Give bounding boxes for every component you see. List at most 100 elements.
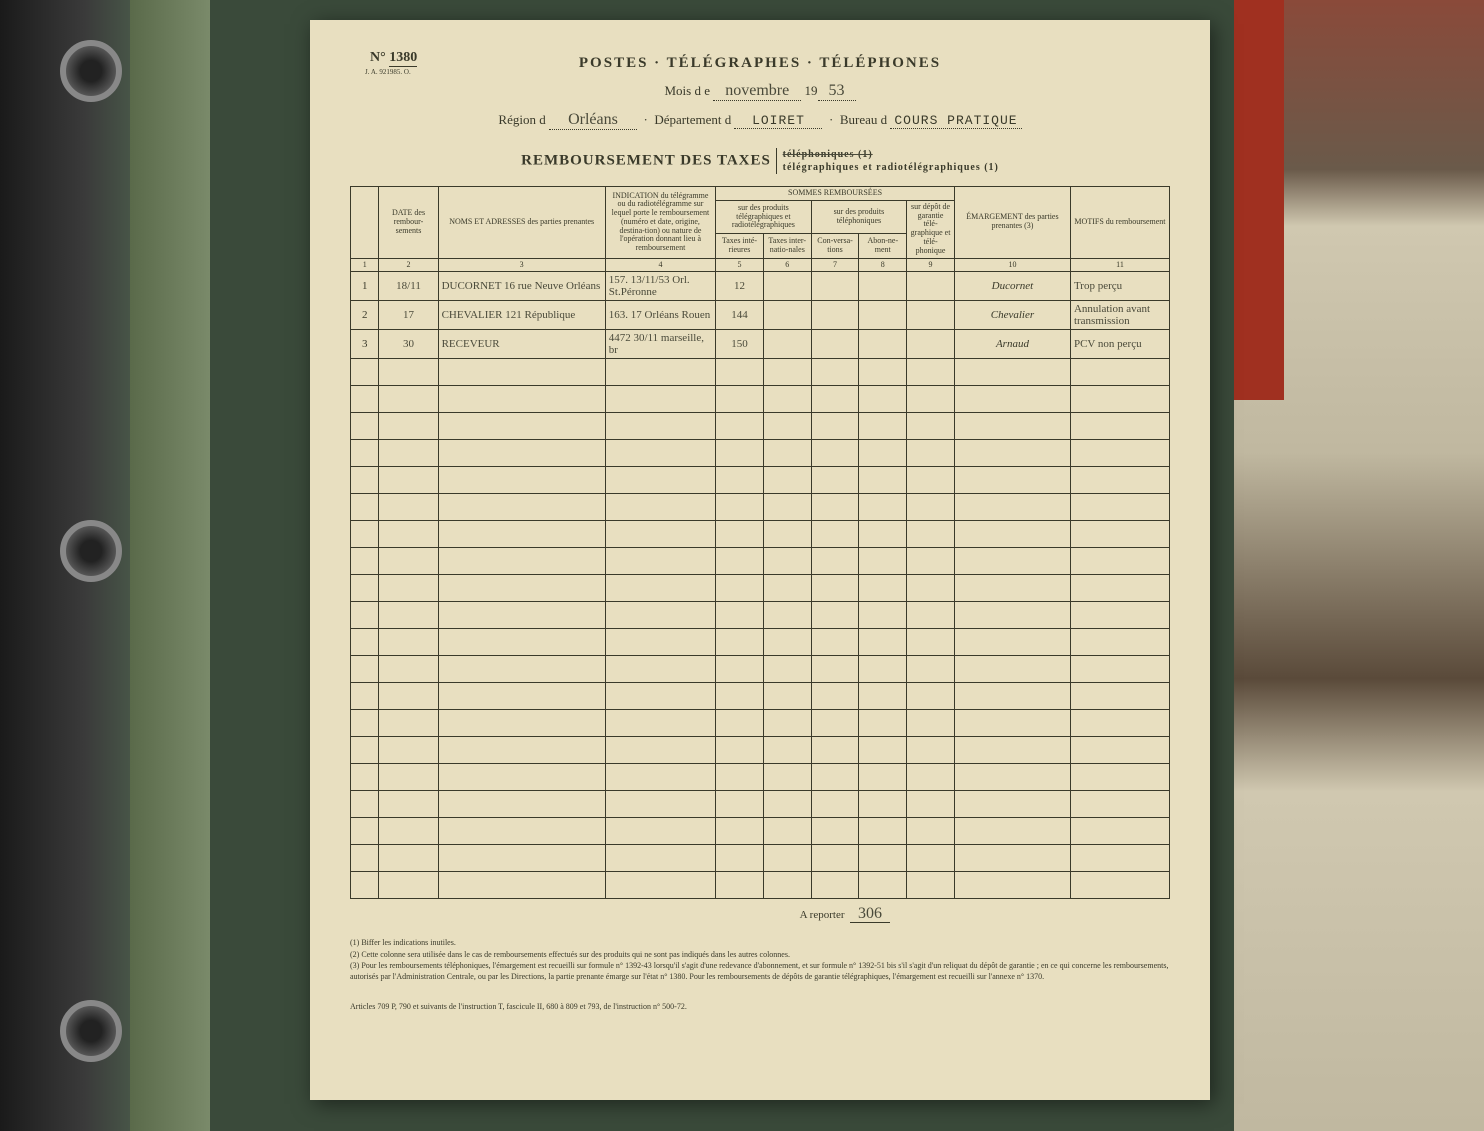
idx: 3 [438, 258, 605, 272]
cell-nom: CHEVALIER 121 République [438, 301, 605, 330]
empty-cell [438, 818, 605, 845]
empty-cell [605, 872, 715, 899]
form-number: N° 1380 [370, 50, 417, 67]
empty-cell [763, 521, 811, 548]
table-row-empty [351, 683, 1170, 710]
empty-cell [605, 845, 715, 872]
empty-cell [1070, 467, 1169, 494]
dept-label: Département d [654, 112, 731, 127]
cell-depot [907, 330, 955, 359]
background-red-folder [1234, 0, 1284, 400]
empty-cell [954, 629, 1070, 656]
empty-cell [907, 467, 955, 494]
empty-cell [954, 494, 1070, 521]
empty-cell [907, 656, 955, 683]
cell-emarg: Ducornet [954, 272, 1070, 301]
empty-cell [763, 737, 811, 764]
idx: 6 [763, 258, 811, 272]
empty-cell [763, 494, 811, 521]
empty-cell [716, 737, 764, 764]
empty-cell [379, 764, 438, 791]
cell-abon [859, 330, 907, 359]
empty-cell [907, 413, 955, 440]
empty-cell [763, 845, 811, 872]
month-line: Mois d e novembre 1953 [350, 82, 1170, 101]
empty-cell [1070, 602, 1169, 629]
col-depot: sur dépôt de garantie télé-graphique et … [907, 200, 955, 258]
empty-cell [716, 872, 764, 899]
empty-cell [954, 818, 1070, 845]
empty-cell [379, 845, 438, 872]
empty-cell [907, 521, 955, 548]
empty-cell [907, 494, 955, 521]
idx: 8 [859, 258, 907, 272]
empty-cell [907, 440, 955, 467]
empty-cell [954, 359, 1070, 386]
section-title-row: REMBOURSEMENT DES TAXES téléphoniques (1… [350, 148, 1170, 174]
empty-cell [716, 710, 764, 737]
empty-cell [438, 413, 605, 440]
empty-cell [1070, 845, 1169, 872]
empty-cell [763, 656, 811, 683]
empty-cell [811, 845, 859, 872]
cell-t_intl [763, 330, 811, 359]
form-sub-ref: J. A. 921985. O. [365, 68, 411, 76]
col-emargement: ÉMARGEMENT des parties prenantes (3) [954, 187, 1070, 259]
empty-cell [859, 359, 907, 386]
empty-cell [907, 575, 955, 602]
empty-cell [605, 710, 715, 737]
empty-cell [1070, 575, 1169, 602]
empty-cell [859, 413, 907, 440]
table-row: 118/11DUCORNET 16 rue Neuve Orléans157. … [351, 272, 1170, 301]
empty-cell [811, 575, 859, 602]
cell-t_intl [763, 272, 811, 301]
cell-date: 18/11 [379, 272, 438, 301]
binder-rings [60, 0, 120, 1131]
empty-cell [438, 764, 605, 791]
empty-cell [438, 791, 605, 818]
form-number-value: 1380 [389, 50, 417, 67]
report-row: A reporter 306 [350, 905, 1170, 923]
idx: 9 [907, 258, 955, 272]
empty-cell [954, 386, 1070, 413]
bureau-label: Bureau d [840, 112, 887, 127]
cell-t_int: 12 [716, 272, 764, 301]
empty-cell [954, 764, 1070, 791]
empty-cell [763, 467, 811, 494]
empty-cell [351, 737, 379, 764]
table-row-empty [351, 845, 1170, 872]
idx: 2 [379, 258, 438, 272]
empty-cell [351, 602, 379, 629]
empty-cell [811, 494, 859, 521]
empty-cell [954, 602, 1070, 629]
table-row-empty [351, 413, 1170, 440]
table-row-empty [351, 818, 1170, 845]
empty-cell [438, 494, 605, 521]
empty-cell [438, 845, 605, 872]
empty-cell [379, 710, 438, 737]
empty-cell [605, 656, 715, 683]
empty-cell [1070, 386, 1169, 413]
empty-cell [859, 494, 907, 521]
cell-n: 3 [351, 330, 379, 359]
idx: 4 [605, 258, 715, 272]
empty-cell [379, 440, 438, 467]
empty-cell [954, 575, 1070, 602]
empty-cell [811, 872, 859, 899]
empty-cell [716, 818, 764, 845]
col-index-row: 1 2 3 4 5 6 7 8 9 10 11 [351, 258, 1170, 272]
col-conv: Con-versa-tions [811, 234, 859, 258]
empty-cell [907, 710, 955, 737]
table-row: 217CHEVALIER 121 République163. 17 Orléa… [351, 301, 1170, 330]
empty-cell [351, 764, 379, 791]
empty-cell [907, 386, 955, 413]
empty-cell [351, 872, 379, 899]
empty-cell [716, 575, 764, 602]
empty-cell [763, 710, 811, 737]
empty-cell [954, 548, 1070, 575]
empty-cell [811, 656, 859, 683]
empty-cell [859, 386, 907, 413]
empty-cell [859, 791, 907, 818]
empty-cell [605, 764, 715, 791]
empty-cell [907, 818, 955, 845]
